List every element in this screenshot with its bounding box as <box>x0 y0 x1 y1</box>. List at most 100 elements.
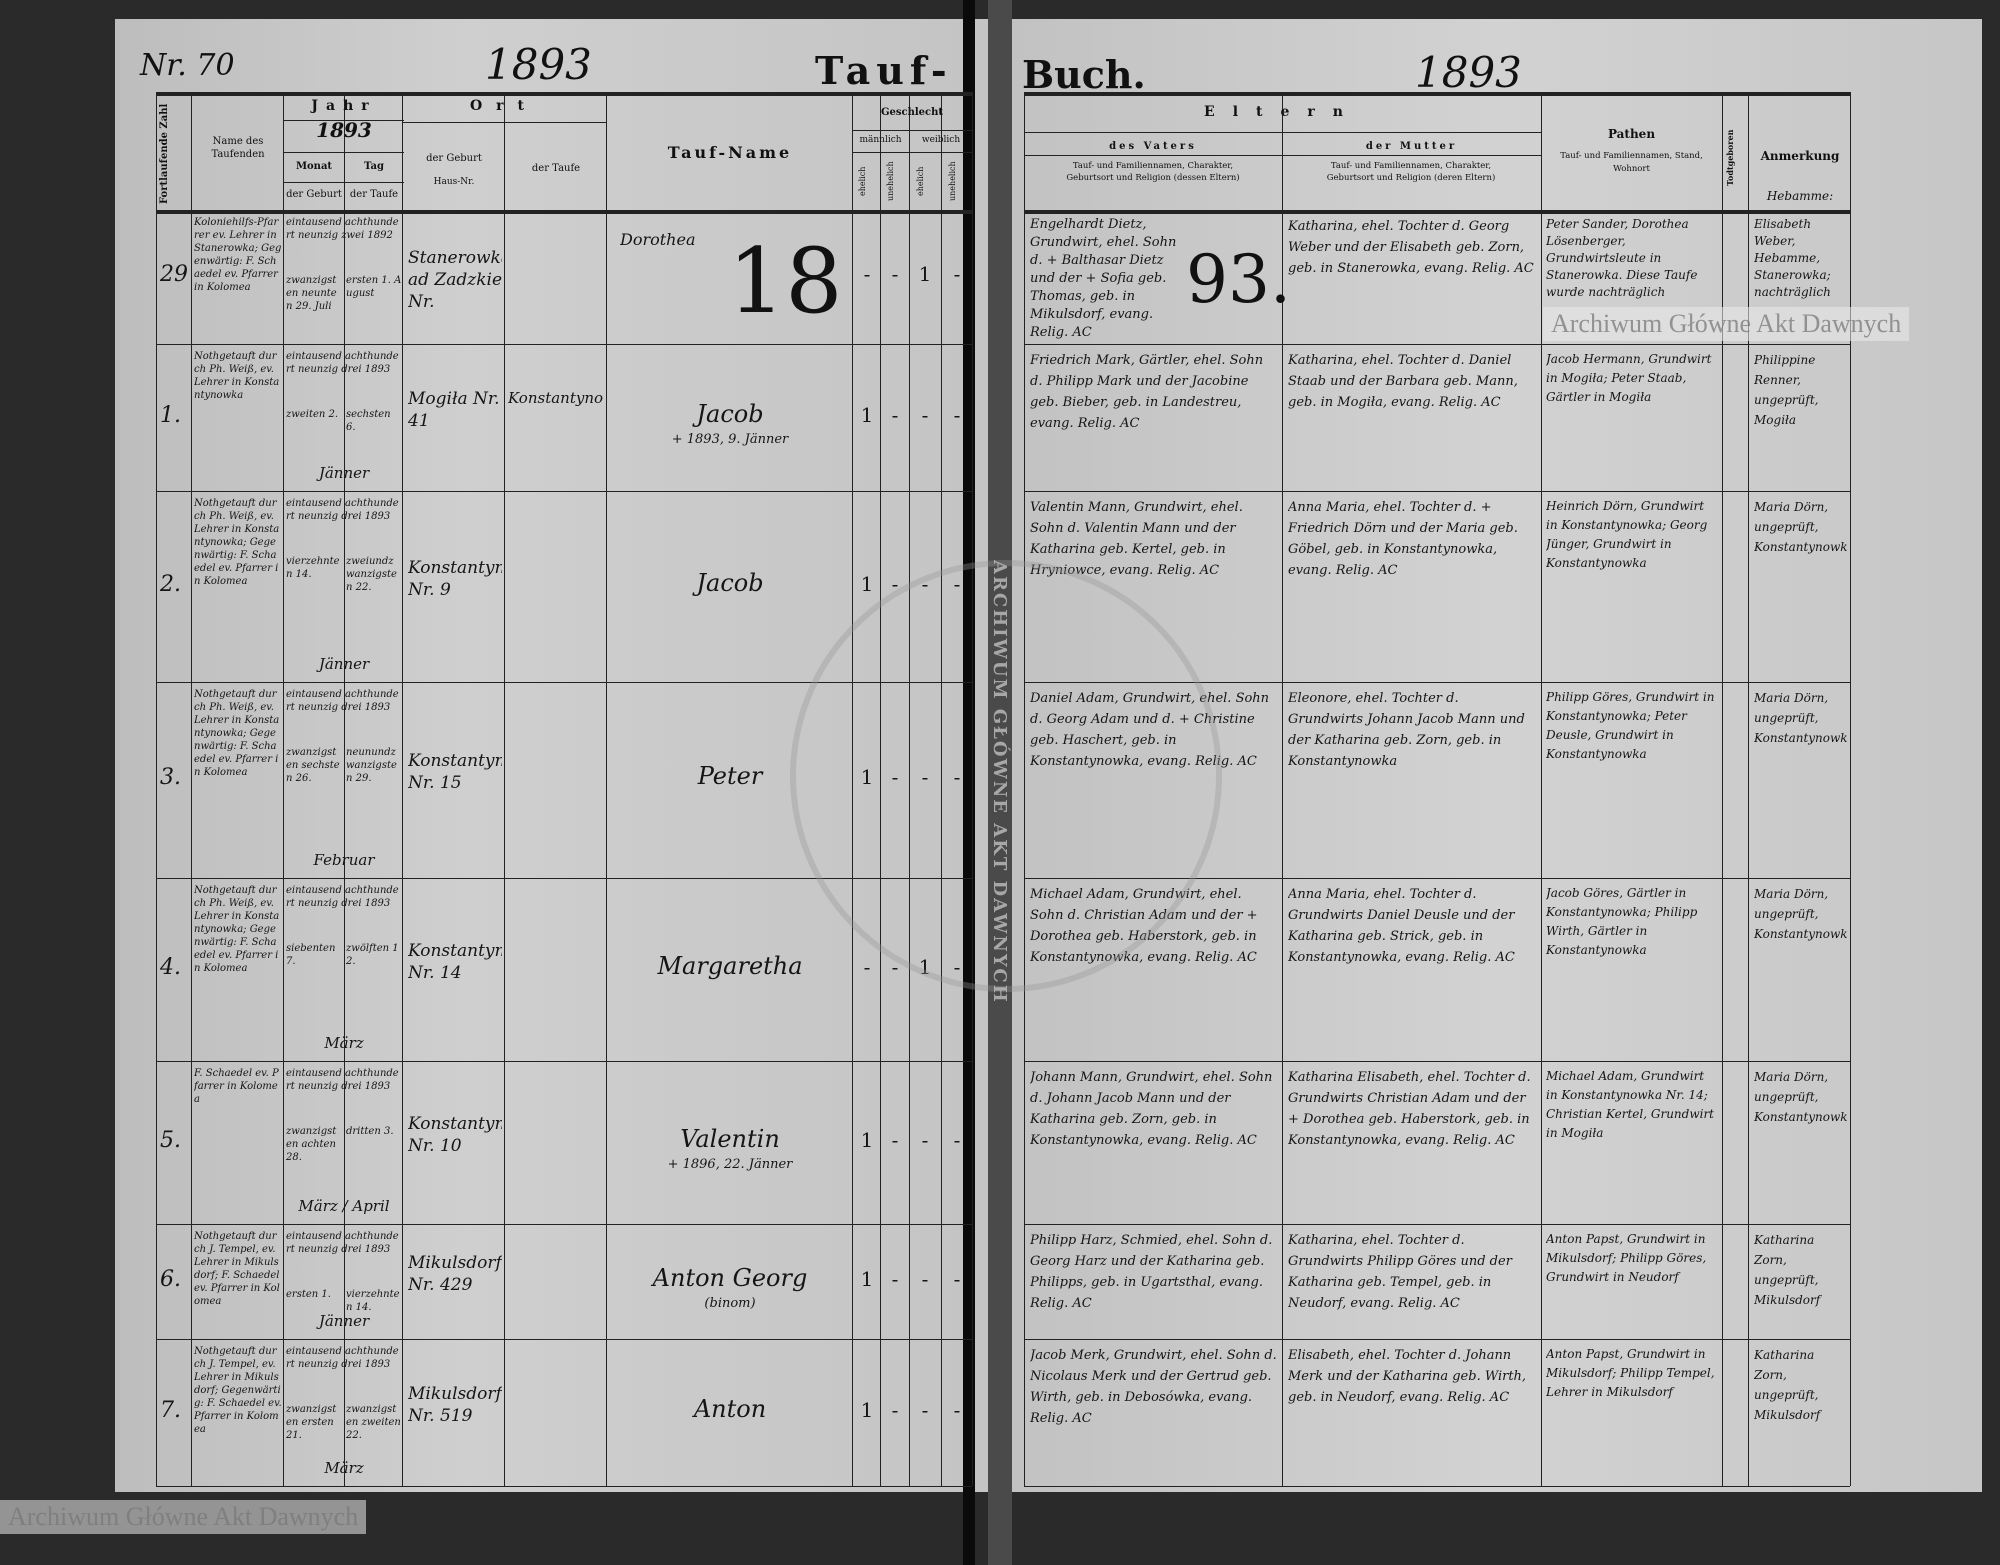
header-rule <box>1024 132 1541 133</box>
sex-mark: - <box>921 1267 929 1290</box>
row-rule <box>156 878 972 879</box>
baptism-day-cell: vierzehnten 14. <box>346 1289 400 1313</box>
col-w-ehelich: ehelich <box>916 166 925 196</box>
godparents-cell: Peter Sander, Dorothea Lösenberger, Grun… <box>1546 217 1698 304</box>
sex-mark: 1 <box>918 263 932 285</box>
mother-cell: Katharina, ehel. Tochter d. Georg Weber … <box>1288 219 1534 276</box>
sex-mark: - <box>953 1128 961 1151</box>
col-fortlaufende-zahl: Fortlaufende Zahl <box>159 103 170 205</box>
title-right: Buch. <box>1022 52 1146 97</box>
year-words-cell: eintausend achthundert neunzig drei 1893 <box>286 1231 399 1255</box>
father-cell: Johann Mann, Grundwirt, ehel. Sohn d. Jo… <box>1030 1070 1273 1148</box>
row-rule <box>1024 344 1850 345</box>
remarks-cell: Maria Dörn, ungeprüft, Konstantynowka <box>1754 500 1848 554</box>
godparents-cell: Jacob Göres, Gärtler in Konstantynowka; … <box>1546 886 1698 957</box>
row-rule <box>1024 682 1850 683</box>
mother-cell: Katharina, ehel. Tochter d. Grundwirts P… <box>1288 1233 1512 1311</box>
baptism-day-cell: neunundzwanzigsten 29. <box>346 747 397 784</box>
sex-mark: - <box>953 1398 961 1421</box>
column-rule <box>504 92 505 1486</box>
row-rule <box>156 1061 972 1062</box>
baptismal-name: Jacob <box>696 399 764 428</box>
remarks-cell: Elisabeth Weber, Hebamme, Stanerowka; na… <box>1754 217 1831 304</box>
birthplace-cell: Konstantynowka Nr. 10 <box>408 1113 502 1156</box>
sex-mark: - <box>891 572 899 595</box>
sex-mark: - <box>891 1398 899 1421</box>
father-cell: Philipp Harz, Schmied, ehel. Sohn d. Geo… <box>1030 1233 1273 1311</box>
sex-mark: - <box>891 1267 899 1290</box>
month-cell: März <box>324 1459 364 1477</box>
row-rule <box>156 682 972 683</box>
column-rule <box>283 92 284 1486</box>
title-left: Tauf- <box>815 48 953 93</box>
anmerkung-note: Hebamme: <box>1766 189 1834 203</box>
baptizer-cell: Koloniehilfs-Pfarrer ev. Lehrer in Stane… <box>194 217 282 293</box>
row-rule <box>156 1486 972 1487</box>
row-rule <box>1024 210 1850 214</box>
column-rule <box>1748 92 1749 1486</box>
father-cell: Jacob Merk, Grundwirt, ehel. Sohn d. Nic… <box>1030 1348 1277 1426</box>
sex-mark: 1 <box>860 1128 874 1151</box>
godparents-cell: Heinrich Dörn, Grundwirt in Konstantynow… <box>1546 499 1708 570</box>
row-rule <box>1024 1339 1850 1340</box>
column-rule <box>156 92 157 1486</box>
col-w-unehelich: unehelich <box>948 161 957 201</box>
header-rule <box>852 152 972 153</box>
row-rule <box>156 210 972 214</box>
table-top-rule <box>156 92 972 96</box>
godparents-cell: Michael Adam, Grundwirt in Konstantynowk… <box>1546 1069 1714 1140</box>
sex-mark: - <box>863 263 871 285</box>
row-rule <box>156 1224 972 1225</box>
baptism-day-cell: zwanzigsten zweiten 22. <box>346 1404 401 1441</box>
month-cell: Jänner <box>318 464 370 482</box>
birthplace-cell: Konstantynówka Nr. 9 <box>408 557 502 600</box>
father-cell: Friedrich Mark, Gärtler, ehel. Sohn d. P… <box>1030 353 1264 431</box>
stamp-text: ARCHIWUM GŁÓWNE AKT DAWNYCH <box>989 560 1010 1004</box>
sex-mark: - <box>921 1128 929 1151</box>
sex-mark: - <box>891 1128 899 1151</box>
baptizer-cell: Nothgetauft durch Ph. Weiß, ev. Lehrer i… <box>194 351 280 401</box>
col-ort-taufe: der Taufe <box>531 163 581 174</box>
baptism-place-cell: Konstantynowka <box>508 388 604 407</box>
mother-cell: Katharina Elisabeth, ehel. Tochter d. Gr… <box>1288 1070 1531 1148</box>
col-pathen-sub: Tauf- und Familiennamen, Stand, Wohnort <box>1560 151 1703 174</box>
sex-mark: 1 <box>860 572 874 595</box>
row-rule <box>1024 878 1850 879</box>
entry-number: 3. <box>160 766 181 790</box>
year-right: 1893 <box>1415 48 1522 97</box>
baptismal-name: Dorothea <box>620 230 696 249</box>
header-rule <box>402 122 606 123</box>
month-cell: Jänner <box>318 655 370 673</box>
baptism-day-cell: zweiundzwanzigsten 22. <box>346 556 397 593</box>
col-jahr: Jahr <box>311 98 377 114</box>
row-rule <box>156 491 972 492</box>
big-numeral-left: 18 <box>728 229 843 334</box>
birth-day-cell: zwanzigsten neunten 29. Juli <box>286 275 337 312</box>
mother-cell: Katharina, ehel. Tochter d. Daniel Staab… <box>1288 353 1518 410</box>
year-words-cell: eintausend achthundert neunzig zwei 1892 <box>286 217 399 241</box>
baptizer-cell: F. Schaedel ev. Pfarrer in Kolomea <box>194 1068 279 1105</box>
year-words-cell: eintausend achthundert neunzig drei 1893 <box>286 885 399 909</box>
col-haus-nr: Haus-Nr. <box>433 177 475 187</box>
birth-day-cell: zweiten 2. <box>286 409 339 420</box>
col-m-unehelich: unehelich <box>886 161 895 201</box>
col-der-mutter: der Mutter <box>1365 141 1458 152</box>
birthplace-cell: Mikulsdorf Nr. 519 <box>408 1383 502 1426</box>
col-monat-der-geburt: der Geburt <box>286 189 342 200</box>
row-rule <box>156 344 972 345</box>
folio-number: Nr. 70 <box>140 48 235 83</box>
baptismal-name: Valentin <box>680 1124 780 1153</box>
col-des-vaters: des Vaters <box>1109 141 1197 152</box>
col-tauf-name: Tauf-Name <box>667 143 793 162</box>
col-weiblich: weiblich <box>921 135 961 145</box>
col-pathen: Pathen <box>1607 127 1656 141</box>
sex-mark: - <box>953 263 961 285</box>
column-rule <box>1541 92 1542 1486</box>
sex-mark: - <box>953 403 961 426</box>
remarks-cell: Philippine Renner, ungeprüft, Mogiła <box>1754 353 1819 427</box>
column-rule <box>1850 92 1851 1486</box>
sex-mark: - <box>891 263 899 285</box>
birthplace-cell: Mogiła Nr. 41 <box>408 388 500 431</box>
month-cell: März / April <box>298 1197 390 1215</box>
